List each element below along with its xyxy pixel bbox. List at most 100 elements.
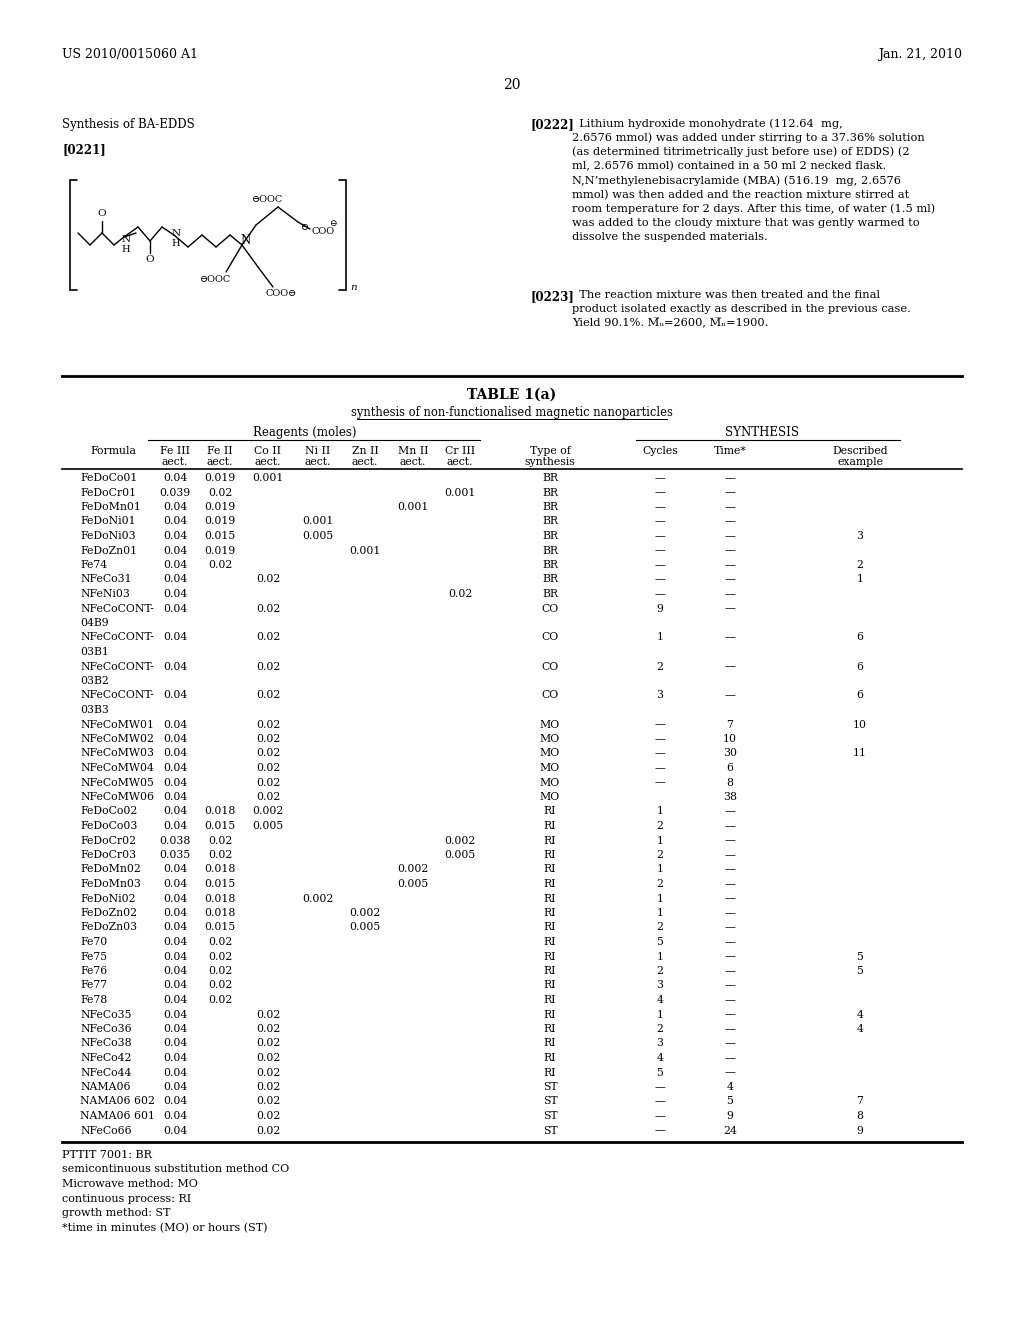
Text: —: — — [725, 908, 735, 917]
Text: —: — — [725, 545, 735, 556]
Text: aect.: aect. — [207, 457, 233, 467]
Text: synthesis: synthesis — [524, 457, 575, 467]
Text: 0.02: 0.02 — [256, 603, 281, 614]
Text: H: H — [172, 239, 180, 248]
Text: 1: 1 — [656, 836, 664, 846]
Text: RI: RI — [544, 850, 556, 861]
Text: RI: RI — [544, 995, 556, 1005]
Text: 0.02: 0.02 — [256, 792, 281, 803]
Text: ⊖: ⊖ — [330, 219, 337, 228]
Text: NFeCo44: NFeCo44 — [80, 1068, 131, 1077]
Text: ST: ST — [543, 1126, 557, 1135]
Text: 0.02: 0.02 — [256, 1053, 281, 1063]
Text: MO: MO — [540, 792, 560, 803]
Text: 0.04: 0.04 — [163, 1082, 187, 1092]
Text: —: — — [725, 1024, 735, 1034]
Text: 0.002: 0.002 — [302, 894, 334, 903]
Text: —: — — [725, 995, 735, 1005]
Text: 0.02: 0.02 — [256, 1039, 281, 1048]
Text: O: O — [145, 256, 155, 264]
Text: 0.001: 0.001 — [444, 487, 476, 498]
Text: 0.005: 0.005 — [444, 850, 475, 861]
Text: RI: RI — [544, 966, 556, 975]
Text: 0.04: 0.04 — [163, 995, 187, 1005]
Text: RI: RI — [544, 821, 556, 832]
Text: —: — — [725, 473, 735, 483]
Text: 0.02: 0.02 — [208, 952, 232, 961]
Text: BR: BR — [542, 487, 558, 498]
Text: ⊖: ⊖ — [301, 223, 309, 231]
Text: [0223]: [0223] — [530, 290, 573, 304]
Text: 0.04: 0.04 — [163, 1111, 187, 1121]
Text: 11: 11 — [853, 748, 867, 759]
Text: NAMA06 601: NAMA06 601 — [80, 1111, 155, 1121]
Text: 2: 2 — [656, 850, 664, 861]
Text: 0.04: 0.04 — [163, 1053, 187, 1063]
Text: 0.038: 0.038 — [160, 836, 190, 846]
Text: —: — — [654, 531, 666, 541]
Text: aect.: aect. — [399, 457, 426, 467]
Text: 0.04: 0.04 — [163, 792, 187, 803]
Text: —: — — [654, 545, 666, 556]
Text: 30: 30 — [723, 748, 737, 759]
Text: FeDoZn03: FeDoZn03 — [80, 923, 137, 932]
Text: 2: 2 — [856, 560, 863, 570]
Text: RI: RI — [544, 1068, 556, 1077]
Text: 0.02: 0.02 — [256, 1082, 281, 1092]
Text: 3: 3 — [656, 690, 664, 701]
Text: BR: BR — [542, 473, 558, 483]
Text: 0.02: 0.02 — [256, 777, 281, 788]
Text: —: — — [725, 574, 735, 585]
Text: 3: 3 — [856, 531, 863, 541]
Text: FeDoZn01: FeDoZn01 — [80, 545, 137, 556]
Text: 0.04: 0.04 — [163, 1097, 187, 1106]
Text: 0.002: 0.002 — [252, 807, 284, 817]
Text: FeDoNi01: FeDoNi01 — [80, 516, 135, 527]
Text: 1: 1 — [656, 894, 664, 903]
Text: FeDoMn03: FeDoMn03 — [80, 879, 141, 888]
Text: 5: 5 — [856, 952, 863, 961]
Text: Fe76: Fe76 — [80, 966, 108, 975]
Text: 0.02: 0.02 — [256, 1126, 281, 1135]
Text: —: — — [725, 589, 735, 599]
Text: BR: BR — [542, 545, 558, 556]
Text: RI: RI — [544, 1024, 556, 1034]
Text: FeDoMn01: FeDoMn01 — [80, 502, 141, 512]
Text: RI: RI — [544, 1010, 556, 1019]
Text: 0.04: 0.04 — [163, 981, 187, 990]
Text: —: — — [654, 1111, 666, 1121]
Text: 3: 3 — [656, 1039, 664, 1048]
Text: Mn II: Mn II — [397, 446, 428, 455]
Text: —: — — [725, 981, 735, 990]
Text: 2: 2 — [656, 879, 664, 888]
Text: aect.: aect. — [446, 457, 473, 467]
Text: NFeCoCONT-: NFeCoCONT- — [80, 661, 154, 672]
Text: 0.018: 0.018 — [205, 865, 236, 874]
Text: N: N — [241, 234, 251, 247]
Text: 7: 7 — [727, 719, 733, 730]
Text: NFeCoMW04: NFeCoMW04 — [80, 763, 154, 774]
Text: Time*: Time* — [714, 446, 746, 455]
Text: 0.018: 0.018 — [205, 908, 236, 917]
Text: 0.02: 0.02 — [256, 690, 281, 701]
Text: 0.04: 0.04 — [163, 763, 187, 774]
Text: 0.04: 0.04 — [163, 719, 187, 730]
Text: 0.04: 0.04 — [163, 952, 187, 961]
Text: RI: RI — [544, 836, 556, 846]
Text: 5: 5 — [656, 1068, 664, 1077]
Text: MO: MO — [540, 734, 560, 744]
Text: 2: 2 — [656, 966, 664, 975]
Text: Reagents (moles): Reagents (moles) — [253, 426, 356, 440]
Text: N: N — [122, 235, 131, 243]
Text: NFeCo35: NFeCo35 — [80, 1010, 131, 1019]
Text: BR: BR — [542, 531, 558, 541]
Text: 2: 2 — [656, 923, 664, 932]
Text: 0.001: 0.001 — [252, 473, 284, 483]
Text: 0.02: 0.02 — [256, 574, 281, 585]
Text: —: — — [725, 836, 735, 846]
Text: —: — — [725, 1053, 735, 1063]
Text: 0.02: 0.02 — [256, 661, 281, 672]
Text: —: — — [725, 1068, 735, 1077]
Text: 0.005: 0.005 — [397, 879, 429, 888]
Text: 0.02: 0.02 — [256, 763, 281, 774]
